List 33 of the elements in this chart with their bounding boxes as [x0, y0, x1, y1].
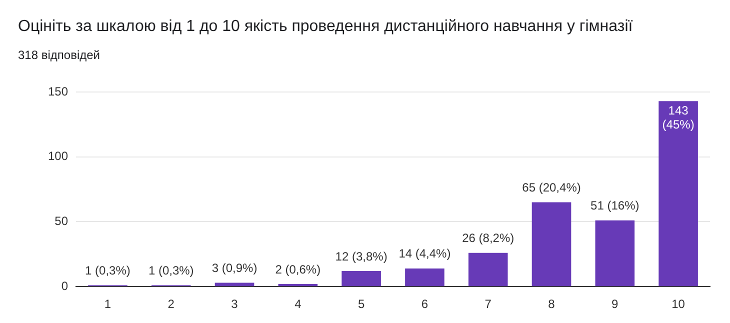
- bar: [405, 268, 444, 286]
- x-tick-label: 5: [358, 297, 365, 312]
- data-label: 26 (8,2%): [462, 231, 514, 246]
- bar: [658, 101, 698, 286]
- x-tick-label: 2: [168, 297, 175, 312]
- x-tick-label: 8: [548, 297, 556, 312]
- data-label: 3 (0,9%): [212, 261, 258, 276]
- x-tick-label: 6: [421, 297, 428, 312]
- data-label: 1 (0,3%): [85, 264, 130, 278]
- data-label: 1 (0,3%): [148, 264, 194, 278]
- data-label: 65 (20,4%): [522, 180, 581, 195]
- y-tick-label: 50: [54, 214, 68, 228]
- bar: [342, 271, 381, 286]
- y-tick-label: 100: [48, 149, 68, 164]
- x-tick-label: 4: [294, 297, 302, 312]
- x-tick-label: 1: [104, 297, 112, 312]
- x-tick-label: 10: [672, 297, 686, 312]
- y-tick-label: 150: [48, 84, 68, 98]
- data-label: 143 (45%): [662, 103, 694, 132]
- x-tick-label: 7: [484, 297, 492, 312]
- data-label: 2 (0,6%): [275, 262, 321, 276]
- bar: [468, 252, 508, 286]
- bar: [214, 282, 254, 286]
- bar: [595, 220, 635, 286]
- y-tick-label: 0: [61, 278, 68, 293]
- chart-subtitle: 318 відповідей: [18, 48, 100, 62]
- data-label: 14 (4,4%): [398, 246, 451, 261]
- x-tick-label: 9: [612, 297, 619, 312]
- data-label: 51 (16%): [590, 198, 640, 213]
- chart-title: Оцініть за шкалою від 1 до 10 якість проведення дистанційного навчання у гімназії: [18, 18, 633, 36]
- data-label: 12 (3,8%): [335, 249, 388, 264]
- bar: [532, 202, 572, 286]
- x-tick-label: 3: [231, 297, 238, 312]
